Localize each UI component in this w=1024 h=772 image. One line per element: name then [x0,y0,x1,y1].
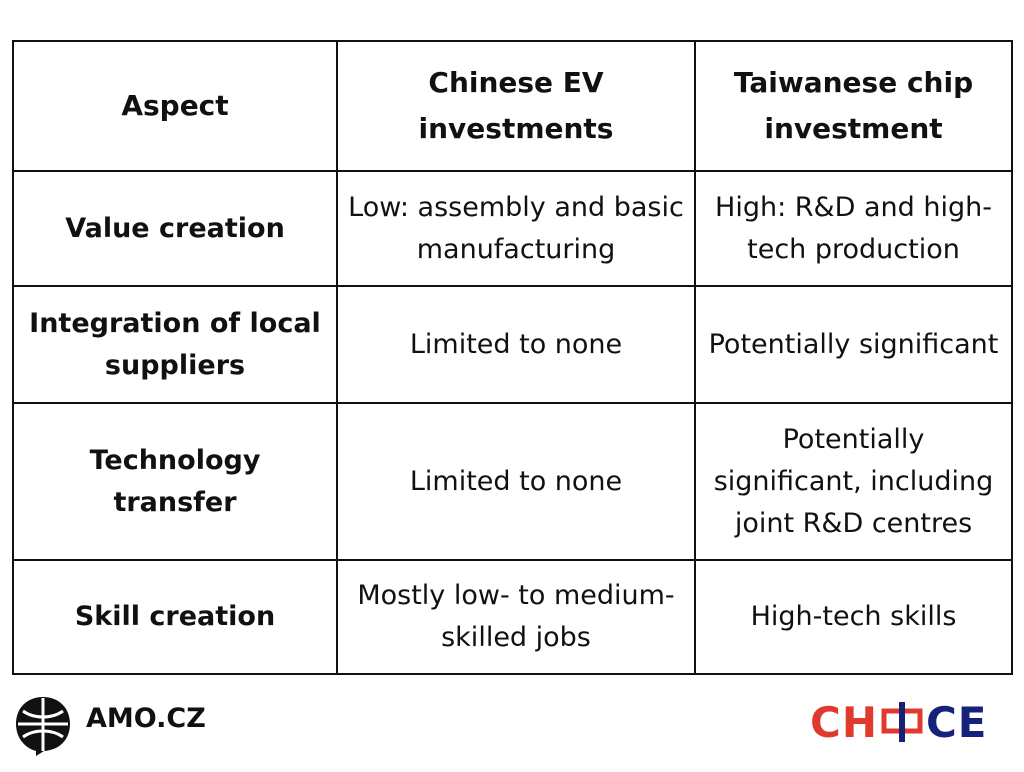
header-taiwanese-chip: Taiwanese chip investment [694,40,1013,172]
choice-logo: CH CE [810,697,988,747]
china-character-icon [881,702,923,742]
table-cell: Potentially significant [694,285,1013,404]
header-aspect: Aspect [12,40,338,172]
row-label: Value creation [12,170,338,287]
header-chinese-ev: Chinese EV investments [336,40,696,172]
table-cell: Mostly low- to medium-skilled jobs [336,559,696,675]
choice-prefix: CH [810,697,878,747]
choice-suffix: CE [925,697,988,747]
table-row: Integration of local suppliers Limited t… [12,285,1013,404]
table-row: Skill creation Mostly low- to medium-ski… [12,559,1013,675]
table-cell: High-tech skills [694,559,1013,675]
table-cell: Limited to none [336,285,696,404]
table-header-row: Aspect Chinese EV investments Taiwanese … [12,40,1013,172]
table-cell: High: R&D and high-tech production [694,170,1013,287]
amo-logo-icon [16,697,70,756]
amo-brand-text: AMO.CZ [86,703,206,734]
table-cell: Potentially significant, including joint… [694,402,1013,561]
table-cell: Low: assembly and basic manufacturing [336,170,696,287]
row-label: Technology transfer [12,402,338,561]
comparison-table: Aspect Chinese EV investments Taiwanese … [12,40,1013,675]
table-row: Technology transfer Limited to none Pote… [12,402,1013,561]
table-row: Value creation Low: assembly and basic m… [12,170,1013,287]
row-label: Integration of local suppliers [12,285,338,404]
row-label: Skill creation [12,559,338,675]
table-cell: Limited to none [336,402,696,561]
